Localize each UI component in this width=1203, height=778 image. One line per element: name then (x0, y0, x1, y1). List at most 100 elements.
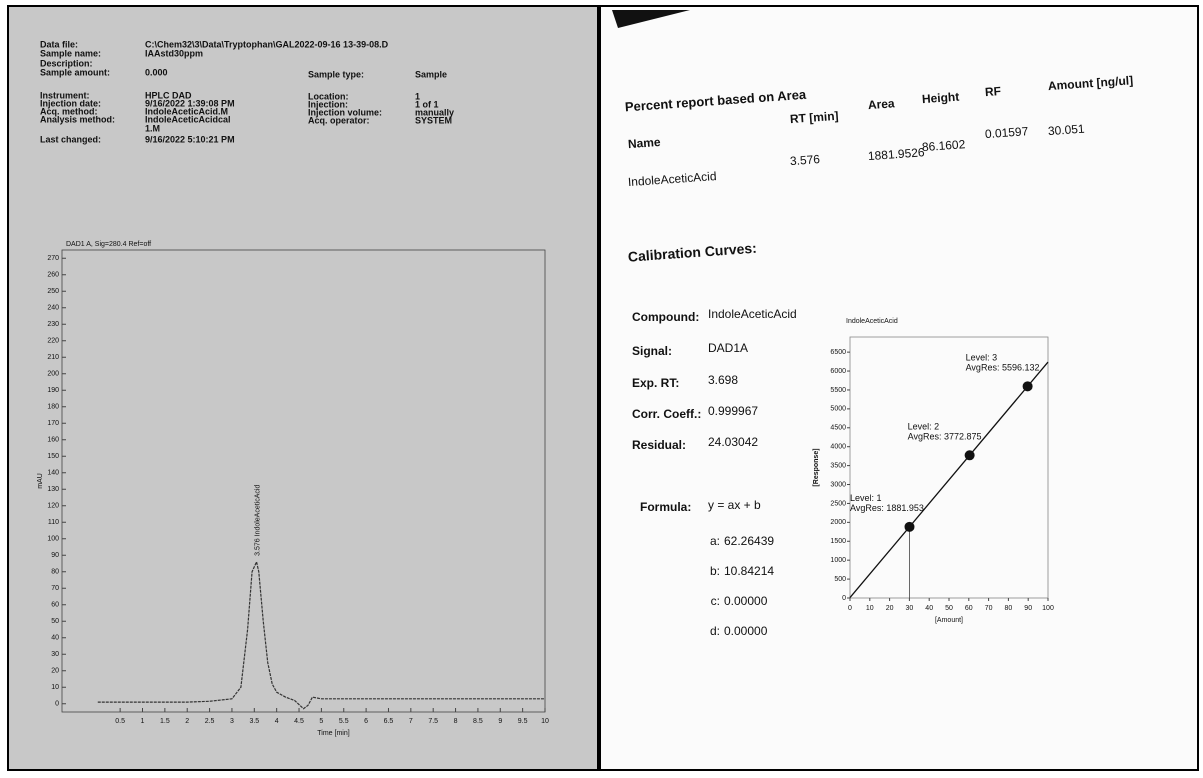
table-header: Height (921, 90, 959, 107)
calibration-point (904, 522, 914, 532)
x-tick-label: 9 (498, 718, 502, 725)
x-tick-label: 7 (409, 718, 413, 725)
field-label: Sample name: (40, 48, 101, 58)
page: Data file:C:\Chem32\3\Data\Tryptophan\GA… (0, 0, 1203, 778)
field-label: Signal: (632, 344, 672, 358)
field-value: 24.03042 (708, 435, 758, 449)
formula: y = ax + b (708, 498, 761, 512)
level-label: Level: 3 (966, 353, 998, 363)
y-tick-label: 5000 (830, 406, 846, 413)
x-tick-label: 50 (945, 605, 953, 612)
y-tick-label: 180 (47, 404, 59, 411)
x-tick-label: 60 (965, 605, 973, 612)
field-value: 0.999967 (708, 404, 758, 418)
y-tick-label: 130 (47, 486, 59, 493)
y-tick-label: 150 (47, 453, 59, 460)
calibration-point (1023, 381, 1033, 391)
x-tick-label: 1.5 (160, 718, 170, 725)
x-tick-label: 0.5 (115, 718, 125, 725)
field-label: Sample amount: (40, 67, 110, 77)
y-tick-label: 4000 (830, 444, 846, 451)
x-tick-label: 10 (541, 718, 549, 725)
y-tick-label: 30 (51, 651, 59, 658)
y-tick-label: 110 (48, 519, 59, 526)
y-tick-label: 40 (51, 635, 59, 642)
screenshot: Data file:C:\Chem32\3\Data\Tryptophan\GA… (0, 0, 1203, 773)
y-tick-label: 20 (51, 668, 59, 675)
y-tick-label: 500 (834, 576, 846, 583)
x-tick-label: 0 (848, 605, 852, 612)
table-header: Name (627, 135, 661, 151)
x-tick-label: 4 (275, 718, 279, 725)
table-cell: 30.051 (1047, 122, 1085, 139)
chart-title: DAD1 A, Sig=280.4 Ref=off (66, 241, 151, 248)
y-tick-label: 260 (47, 272, 59, 279)
y-tick-label: 120 (47, 503, 59, 510)
y-tick-label: 50 (51, 618, 59, 625)
x-tick-label: 5 (319, 718, 323, 725)
table-cell: 3.576 (789, 152, 820, 168)
table-header: RF (984, 84, 1001, 99)
y-axis-label: [Response] (813, 448, 820, 486)
coef-label: d: (710, 624, 720, 638)
y-tick-label: 90 (51, 552, 59, 559)
value-label: AvgRes: 5596.132 (966, 363, 1040, 373)
field-label: Last changed: (40, 134, 101, 144)
x-tick-label: 10 (866, 605, 874, 612)
level-label: Level: 1 (850, 493, 882, 503)
field-label: Compound: (632, 310, 699, 324)
y-tick-label: 2500 (830, 500, 846, 507)
y-tick-label: 0 (842, 595, 846, 602)
x-tick-label: 2 (185, 718, 189, 725)
coef-label: a: (710, 534, 720, 548)
y-tick-label: 70 (51, 585, 59, 592)
y-tick-label: 270 (47, 255, 59, 262)
x-tick-label: 90 (1024, 605, 1032, 612)
field-value: DAD1A (708, 341, 748, 355)
field-label: Acq. operator: (308, 115, 370, 125)
x-tick-label: 2.5 (205, 718, 215, 725)
x-tick-label: 40 (925, 605, 933, 612)
field-value: SYSTEM (415, 115, 452, 125)
y-tick-label: 6500 (830, 349, 846, 356)
value-label: AvgRes: 1881.953 (850, 503, 924, 513)
y-tick-label: 1500 (830, 538, 846, 545)
x-tick-label: 3.5 (249, 718, 259, 725)
y-axis-label: mAU (37, 473, 44, 489)
field-value: Sample (415, 69, 447, 79)
coef-value: 10.84214 (724, 564, 774, 578)
x-tick-label: 8 (454, 718, 458, 725)
coef-label: c: (711, 594, 720, 608)
x-tick-label: 70 (985, 605, 993, 612)
x-axis-label: [Amount] (935, 617, 963, 624)
field-value: 9/16/2022 5:10:21 PM (145, 134, 235, 144)
y-tick-label: 220 (47, 338, 59, 345)
x-tick-label: 7.5 (428, 718, 438, 725)
field-value: 3.698 (708, 373, 738, 387)
x-tick-label: 8.5 (473, 718, 483, 725)
x-tick-label: 100 (1042, 605, 1054, 612)
y-tick-label: 160 (47, 437, 59, 444)
y-tick-label: 200 (47, 371, 59, 378)
x-tick-label: 20 (886, 605, 894, 612)
x-tick-label: 80 (1005, 605, 1013, 612)
y-tick-label: 1000 (830, 557, 846, 564)
x-tick-label: 3 (230, 718, 234, 725)
y-tick-label: 5500 (830, 387, 846, 394)
y-tick-label: 6000 (830, 368, 846, 375)
y-tick-label: 230 (47, 321, 59, 328)
y-tick-label: 0 (55, 701, 59, 708)
field-label: Corr. Coeff.: (632, 407, 701, 421)
coef-value: 0.00000 (724, 594, 768, 608)
peak-label: 3.576 IndoleAceticAcid (255, 485, 262, 556)
y-tick-label: 4500 (830, 425, 846, 432)
table-header: Area (867, 96, 895, 112)
x-tick-label: 30 (906, 605, 914, 612)
formula-label: Formula: (640, 500, 691, 514)
y-tick-label: 3000 (830, 481, 846, 488)
x-tick-label: 4.5 (294, 718, 304, 725)
coef-label: b: (710, 564, 720, 578)
x-tick-label: 1 (141, 718, 145, 725)
x-tick-label: 6.5 (384, 718, 394, 725)
y-tick-label: 3500 (830, 462, 846, 469)
